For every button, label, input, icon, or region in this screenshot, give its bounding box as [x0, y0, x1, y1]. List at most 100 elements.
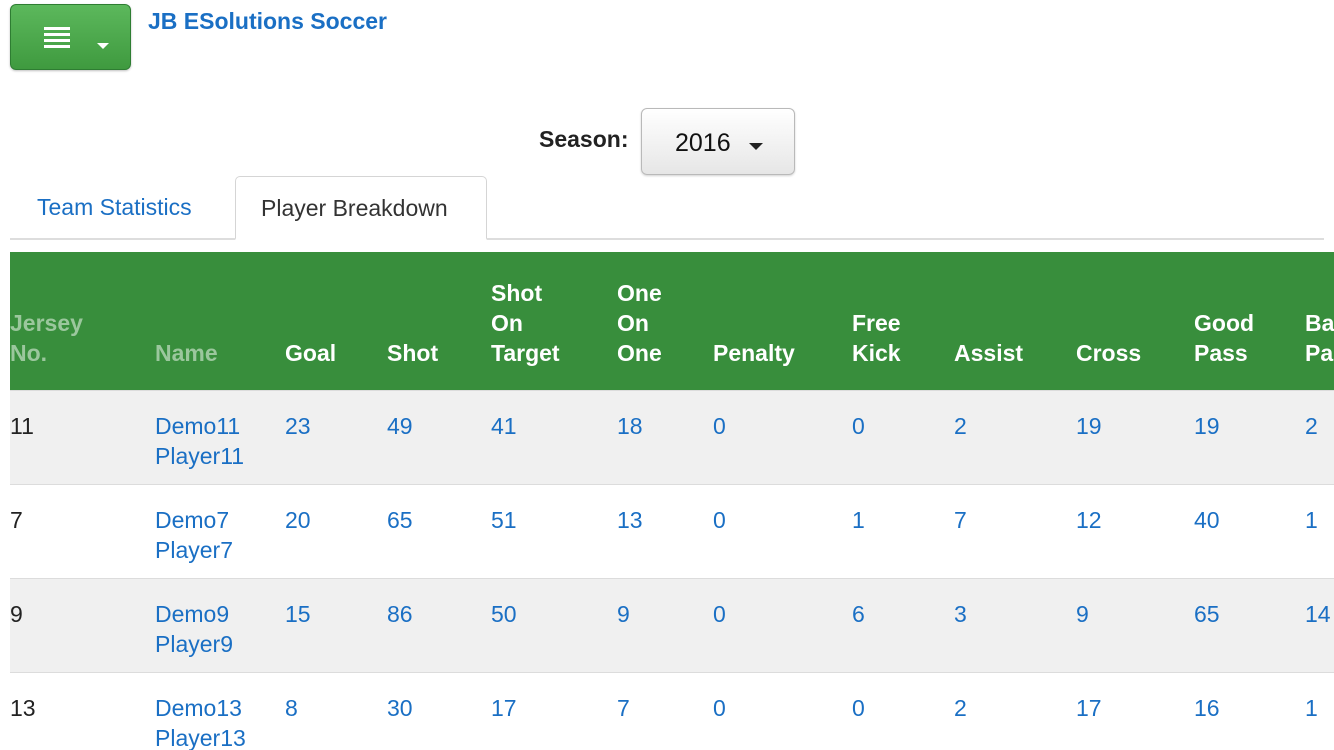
goal-cell[interactable]: 8 [285, 671, 387, 750]
player-name-link[interactable]: Demo13 Player13 [155, 671, 285, 750]
header-label: No. [10, 339, 48, 366]
shot-header: Shot [387, 252, 491, 390]
assist-cell[interactable]: 7 [954, 483, 1076, 578]
shot-on-target-cell[interactable]: 51 [491, 483, 617, 578]
caret-down-icon [749, 143, 763, 150]
jersey-cell: 7 [10, 483, 155, 578]
shot-cell[interactable]: 30 [387, 671, 491, 750]
free-kick-cell[interactable]: 1 [852, 483, 954, 578]
table-row: 11 Demo11 Player11 23 49 41 18 0 0 2 19 19 2 [10, 389, 1334, 484]
tab-player-breakdown[interactable]: Player Breakdown [235, 176, 487, 240]
penalty-cell[interactable]: 0 [713, 483, 852, 578]
player-first-name: Demo13 [155, 694, 242, 721]
jersey-cell: 9 [10, 577, 155, 672]
bad-pass-header: Ba Pa [1305, 252, 1334, 390]
free-kick-cell[interactable]: 0 [852, 389, 954, 484]
jersey-cell: 11 [10, 389, 155, 484]
cross-cell[interactable]: 17 [1076, 671, 1194, 750]
good-pass-header: Good Pass [1194, 252, 1305, 390]
jersey-no-header[interactable]: Jersey No. [10, 252, 155, 390]
tabs-divider [10, 238, 1324, 240]
player-name-link[interactable]: Demo9 Player9 [155, 577, 285, 672]
header-label: Penalty [713, 339, 795, 366]
header-label: Shot [491, 279, 543, 306]
header-label: Kick [852, 339, 901, 366]
bad-pass-cell[interactable]: 1 [1305, 671, 1334, 750]
assist-header: Assist [954, 252, 1076, 390]
penalty-cell[interactable]: 0 [713, 671, 852, 750]
bad-pass-cell[interactable]: 14 [1305, 577, 1334, 672]
table-body: 11 Demo11 Player11 23 49 41 18 0 0 2 19 19 2 7 Demo7 Pl… [10, 389, 1334, 750]
header-label: Shot [387, 339, 439, 366]
shot-on-target-cell[interactable]: 50 [491, 577, 617, 672]
header-label: Pa [1305, 339, 1334, 366]
goal-cell[interactable]: 20 [285, 483, 387, 578]
shot-on-target-cell[interactable]: 17 [491, 671, 617, 750]
shot-on-target-cell[interactable]: 41 [491, 389, 617, 484]
player-last-name: Player9 [155, 630, 233, 657]
free-kick-cell[interactable]: 0 [852, 671, 954, 750]
header-label: On [491, 309, 523, 336]
assist-cell[interactable]: 3 [954, 577, 1076, 672]
one-on-one-cell[interactable]: 7 [617, 671, 713, 750]
bad-pass-cell[interactable]: 1 [1305, 483, 1334, 578]
good-pass-cell[interactable]: 40 [1194, 483, 1305, 578]
player-name-link[interactable]: Demo7 Player7 [155, 483, 285, 578]
one-on-one-header: One On One [617, 252, 713, 390]
assist-cell[interactable]: 2 [954, 671, 1076, 750]
caret-down-icon [97, 43, 109, 49]
header-label: Free [852, 309, 901, 336]
one-on-one-cell[interactable]: 18 [617, 389, 713, 484]
player-first-name: Demo9 [155, 600, 230, 627]
player-stats-table-container: Jersey No. Name Goal Shot Shot On Target One On On… [10, 252, 1334, 750]
goal-cell[interactable]: 23 [285, 389, 387, 484]
goal-header: Goal [285, 252, 387, 390]
player-first-name: Demo7 [155, 506, 230, 533]
player-last-name: Player7 [155, 536, 233, 563]
header-label: Good [1194, 309, 1255, 336]
free-kick-cell[interactable]: 6 [852, 577, 954, 672]
assist-cell[interactable]: 2 [954, 389, 1076, 484]
cross-cell[interactable]: 12 [1076, 483, 1194, 578]
shot-cell[interactable]: 49 [387, 389, 491, 484]
good-pass-cell[interactable]: 19 [1194, 389, 1305, 484]
penalty-header: Penalty [713, 252, 852, 390]
header-label: Name [155, 339, 218, 366]
bad-pass-cell[interactable]: 2 [1305, 389, 1334, 484]
header-label: On [617, 309, 649, 336]
shot-on-target-header: Shot On Target [491, 252, 617, 390]
player-first-name: Demo11 [155, 412, 241, 439]
one-on-one-cell[interactable]: 9 [617, 577, 713, 672]
header-label: Pass [1194, 339, 1248, 366]
name-header[interactable]: Name [155, 252, 285, 390]
shot-cell[interactable]: 86 [387, 577, 491, 672]
cross-cell[interactable]: 9 [1076, 577, 1194, 672]
player-name-link[interactable]: Demo11 Player11 [155, 389, 285, 484]
tab-label: Player Breakdown [261, 195, 448, 221]
header-label: One [617, 279, 662, 306]
shot-cell[interactable]: 65 [387, 483, 491, 578]
table-row: 7 Demo7 Player7 20 65 51 13 0 1 7 12 40 1 [10, 483, 1334, 578]
header-label: One [617, 339, 662, 366]
goal-cell[interactable]: 15 [285, 577, 387, 672]
table-header: Jersey No. Name Goal Shot Shot On Target One On On… [10, 252, 1334, 390]
tab-team-statistics[interactable]: Team Statistics [37, 194, 192, 220]
table-row: 9 Demo9 Player9 15 86 50 9 0 6 3 9 65 14 [10, 577, 1334, 672]
good-pass-cell[interactable]: 65 [1194, 577, 1305, 672]
season-dropdown[interactable]: 2016 [641, 108, 795, 175]
list-icon [44, 27, 70, 49]
penalty-cell[interactable]: 0 [713, 389, 852, 484]
cross-cell[interactable]: 19 [1076, 389, 1194, 484]
player-stats-table: Jersey No. Name Goal Shot Shot On Target One On On… [10, 252, 1334, 750]
penalty-cell[interactable]: 0 [713, 577, 852, 672]
menu-button[interactable] [10, 4, 131, 70]
one-on-one-cell[interactable]: 13 [617, 483, 713, 578]
jersey-cell: 13 [10, 671, 155, 750]
app-title[interactable]: JB ESolutions Soccer [148, 8, 388, 34]
season-label: Season: [539, 126, 629, 152]
good-pass-cell[interactable]: 16 [1194, 671, 1305, 750]
header-label: Target [491, 339, 560, 366]
table-row: 13 Demo13 Player13 8 30 17 7 0 0 2 17 16 1 [10, 671, 1334, 750]
header-label: Jersey [10, 309, 83, 336]
